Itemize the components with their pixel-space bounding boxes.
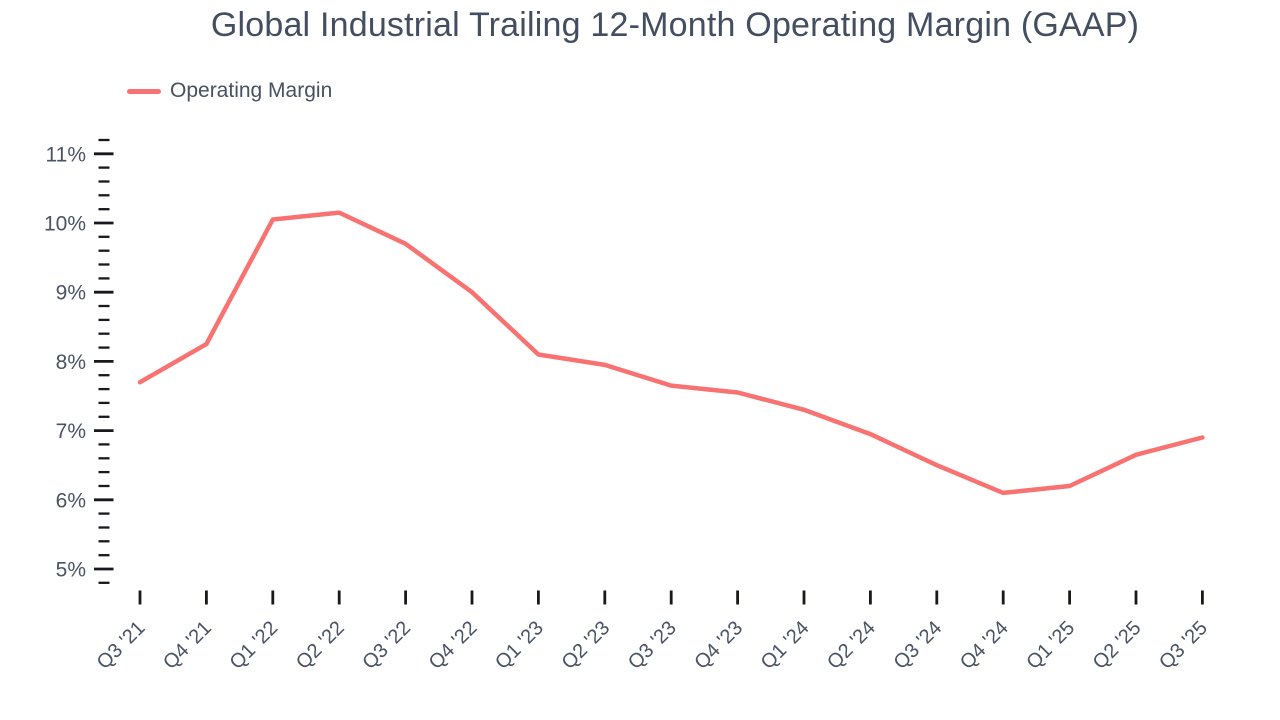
y-axis-tick-label: 6% xyxy=(56,489,86,512)
x-axis-tick-label: Q4 '22 xyxy=(425,617,482,674)
legend-label: Operating Margin xyxy=(170,79,333,102)
y-axis-tick-label: 10% xyxy=(44,213,86,236)
x-axis-tick-label: Q1 '22 xyxy=(226,617,283,674)
y-axis-tick-label: 5% xyxy=(56,559,86,582)
x-axis-tick-label: Q4 '24 xyxy=(956,617,1013,674)
x-axis-tick-label: Q3 '23 xyxy=(624,617,681,674)
x-axis-tick-label: Q3 '22 xyxy=(358,617,415,674)
legend-line-swatch xyxy=(127,88,161,94)
x-axis-tick-label: Q1 '25 xyxy=(1022,617,1079,674)
x-axis-tick-label: Q3 '21 xyxy=(93,617,150,674)
x-axis-tick-label: Q2 '22 xyxy=(292,617,349,674)
y-axis-tick-label: 11% xyxy=(46,143,86,166)
chart-title: Global Industrial Trailing 12-Month Oper… xyxy=(210,6,1140,44)
operating-margin-line xyxy=(137,210,1205,496)
y-axis-tick-label: 9% xyxy=(56,282,86,305)
x-axis-tick-label: Q1 '24 xyxy=(757,617,814,674)
x-axis-tick-label: Q3 '24 xyxy=(890,617,947,674)
y-axis-tick-label: 8% xyxy=(56,351,86,374)
legend: Operating Margin xyxy=(127,79,332,103)
y-axis-tick-label: 7% xyxy=(56,420,86,443)
x-axis-tick-label: Q3 '25 xyxy=(1155,617,1212,674)
x-axis-tick-label: Q4 '23 xyxy=(690,617,747,674)
x-axis-tick-label: Q2 '23 xyxy=(558,617,615,674)
x-axis-tick-label: Q1 '23 xyxy=(491,617,548,674)
x-axis-tick-label: Q2 '25 xyxy=(1089,617,1146,674)
x-axis-tick-label: Q4 '21 xyxy=(159,617,216,674)
x-axis-tick-label: Q2 '24 xyxy=(823,617,880,674)
